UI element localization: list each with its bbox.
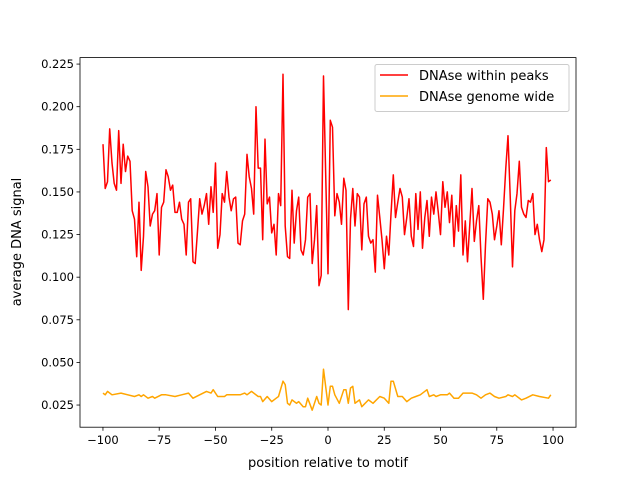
legend-label-within-peaks: DNAse within peaks bbox=[419, 69, 549, 84]
x-tick-label: −25 bbox=[260, 433, 284, 447]
y-tick-label: 0.100 bbox=[41, 270, 74, 284]
y-tick-label: 0.125 bbox=[41, 228, 74, 242]
legend: DNAse within peaks DNAse genome wide bbox=[374, 64, 570, 112]
legend-label-genome-wide: DNAse genome wide bbox=[419, 90, 554, 105]
x-tick-label: −100 bbox=[87, 433, 119, 447]
series-line-1 bbox=[102, 368, 552, 411]
plot-marks bbox=[102, 73, 552, 411]
y-tick-label: 0.225 bbox=[41, 57, 74, 71]
x-tick-label: 0 bbox=[324, 433, 331, 447]
y-tick-label: 0.075 bbox=[41, 313, 74, 327]
y-tick-label: 0.025 bbox=[41, 398, 74, 412]
x-tick-label: 75 bbox=[489, 433, 504, 447]
x-tick-label: −50 bbox=[203, 433, 227, 447]
x-tick-label: 25 bbox=[377, 433, 392, 447]
legend-box bbox=[374, 64, 570, 112]
x-axis-ticks: −100 −75 −50 −25 0 25 50 75 100 bbox=[87, 427, 564, 447]
x-axis-label: position relative to motif bbox=[248, 456, 408, 471]
y-axis-label: average DNA signal bbox=[10, 178, 25, 307]
y-tick-label: 0.150 bbox=[41, 185, 74, 199]
y-tick-label: 0.050 bbox=[41, 355, 74, 369]
x-tick-label: 100 bbox=[542, 433, 564, 447]
y-tick-label: 0.200 bbox=[41, 100, 74, 114]
y-axis-ticks: 0.025 0.050 0.075 0.100 0.125 0.150 0.175 0.200… bbox=[41, 57, 80, 412]
series-line-0 bbox=[102, 73, 552, 311]
x-tick-label: 50 bbox=[433, 433, 448, 447]
y-tick-label: 0.175 bbox=[41, 142, 74, 156]
x-tick-label: −75 bbox=[147, 433, 171, 447]
